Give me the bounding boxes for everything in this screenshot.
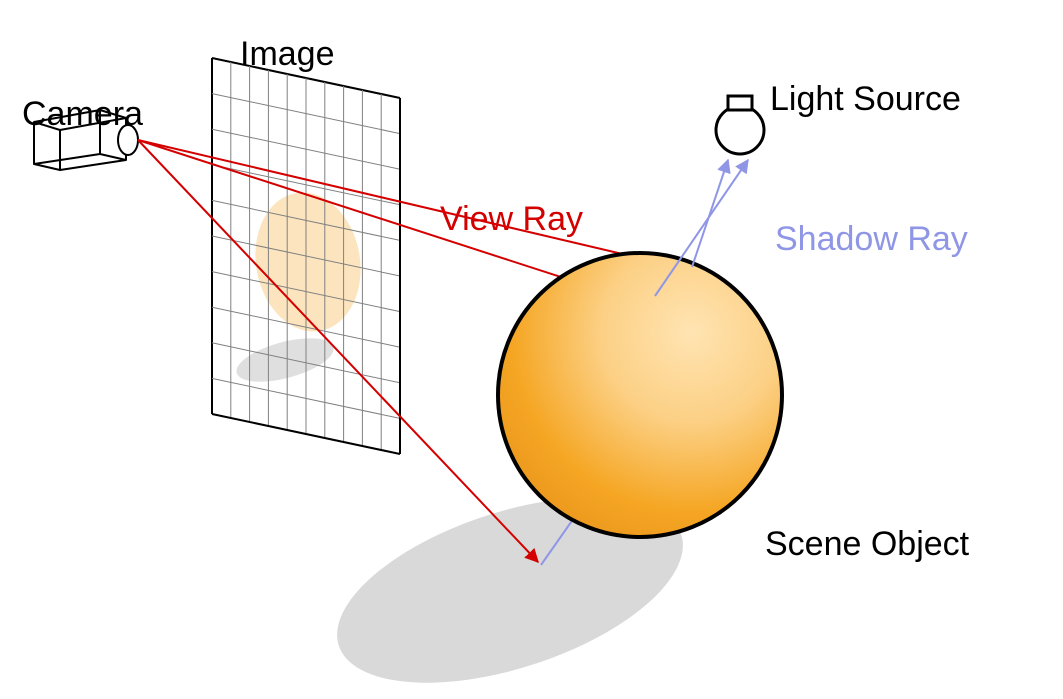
label-scene-object: Scene Object [765,525,969,564]
image-plane-shadow [232,330,338,391]
label-shadow-ray: Shadow Ray [775,220,968,259]
label-image: Image [240,35,335,74]
view-ray-0 [138,140,682,268]
image-plane [212,58,400,454]
label-camera: Camera [22,95,143,134]
light-source-icon [716,96,764,154]
label-view-ray: View Ray [440,200,583,239]
label-light-source: Light Source [770,80,961,119]
image-plane-circle [245,184,372,340]
scene-sphere [498,253,782,537]
shadow-ray-0 [692,160,728,267]
